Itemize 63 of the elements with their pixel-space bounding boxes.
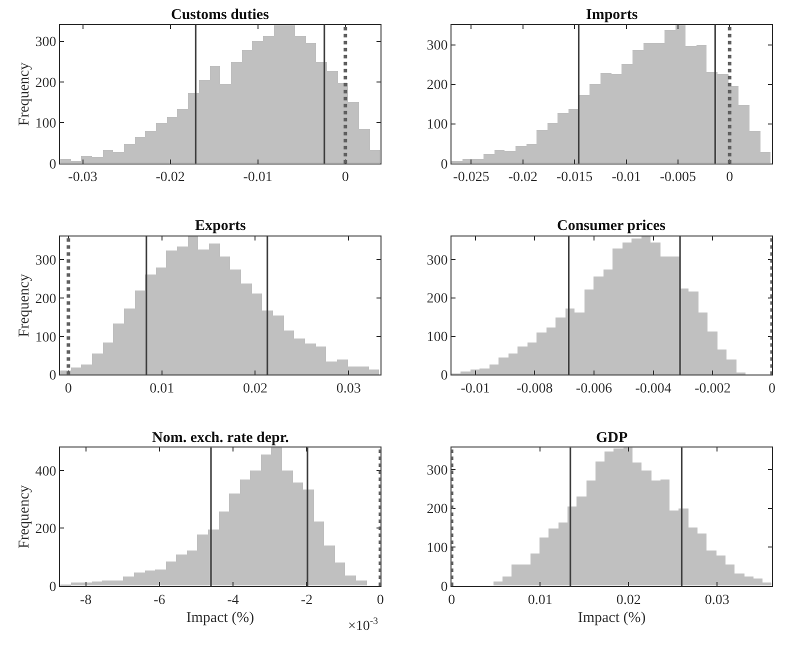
y-tick-label: 0 (49, 368, 56, 384)
y-tick-label: 100 (426, 541, 448, 556)
y-tick-label: 0 (49, 580, 56, 595)
y-tick-label: 200 (35, 522, 56, 538)
chart-title: Nom. exch. rate depr. (152, 430, 290, 446)
y-axis-title: Frequency (16, 484, 32, 548)
chart-title: GDP (596, 430, 628, 446)
x-tick-label: -0.03 (68, 170, 98, 186)
x-tick-label: 0.01 (528, 592, 552, 608)
x-tick-label: 0 (726, 170, 734, 186)
y-tick-label: 0 (440, 157, 448, 172)
x-tick-label: -0.01 (243, 170, 272, 186)
x-tick-label: -0.002 (694, 381, 731, 396)
x-tick-label: 0 (768, 381, 776, 396)
y-tick-label: 100 (426, 118, 448, 133)
x-axis-title: Impact (%) (186, 610, 254, 626)
x-tick-label: 0.02 (242, 381, 268, 396)
y-tick-label: 300 (35, 35, 56, 50)
x-tick-label: 0.01 (150, 381, 174, 396)
chart-title: Imports (586, 7, 638, 23)
x-tick-label: -0.005 (660, 170, 696, 186)
y-tick-label: 300 (426, 253, 448, 268)
y-tick-label: 0 (440, 580, 448, 595)
x-tick-label: 0 (376, 592, 384, 608)
x-tick-label: -0.004 (635, 381, 672, 396)
text: ×10$^{-3}$ (348, 616, 378, 634)
x-tick-label: -0.015 (556, 170, 593, 186)
y-tick-label: 0 (49, 157, 56, 172)
y-tick-label: 300 (426, 463, 448, 478)
x-tick-label: -0.01 (612, 170, 641, 186)
x-tick-label: -0.025 (453, 170, 490, 186)
y-tick-label: 200 (426, 502, 448, 518)
x-tick-label: -2 (300, 592, 313, 608)
chart-title: Customs duties (171, 7, 270, 23)
x-tick-label: -4 (227, 592, 239, 608)
x-tick-label: -0.02 (156, 170, 185, 186)
y-tick-label: 300 (35, 254, 56, 269)
y-tick-label: 200 (35, 76, 56, 91)
x-tick-label: 0 (342, 170, 349, 186)
y-axis-title: Frequency (16, 62, 32, 126)
x-tick-label: 0.03 (704, 592, 730, 608)
chart-title: Exports (195, 218, 246, 234)
x-tick-label: -0.006 (576, 381, 612, 396)
x-tick-label: 0.02 (616, 592, 641, 608)
y-tick-label: 400 (35, 464, 56, 480)
y-axis-title: Frequency (16, 273, 32, 338)
y-tick-label: 200 (426, 292, 448, 307)
x-tick-label: 0 (64, 381, 72, 396)
x-tick-label: -0.01 (460, 381, 490, 396)
y-tick-label: 100 (35, 330, 56, 346)
x-tick-label: 0.03 (336, 381, 361, 396)
chart-title: Consumer prices (557, 218, 666, 234)
y-tick-label: 100 (426, 330, 448, 346)
y-tick-label: 0 (440, 368, 448, 384)
y-tick-label: 300 (426, 38, 448, 54)
y-tick-label: 100 (35, 116, 56, 132)
y-tick-label: 200 (426, 78, 448, 94)
y-tick-label: 200 (35, 292, 56, 307)
x-axis-title: Impact (%) (578, 610, 646, 626)
x-tick-label: -6 (154, 592, 166, 608)
x-tick-label: -0.008 (516, 381, 553, 396)
x-tick-label: -8 (80, 592, 92, 608)
x-tick-label: -0.02 (508, 170, 538, 186)
